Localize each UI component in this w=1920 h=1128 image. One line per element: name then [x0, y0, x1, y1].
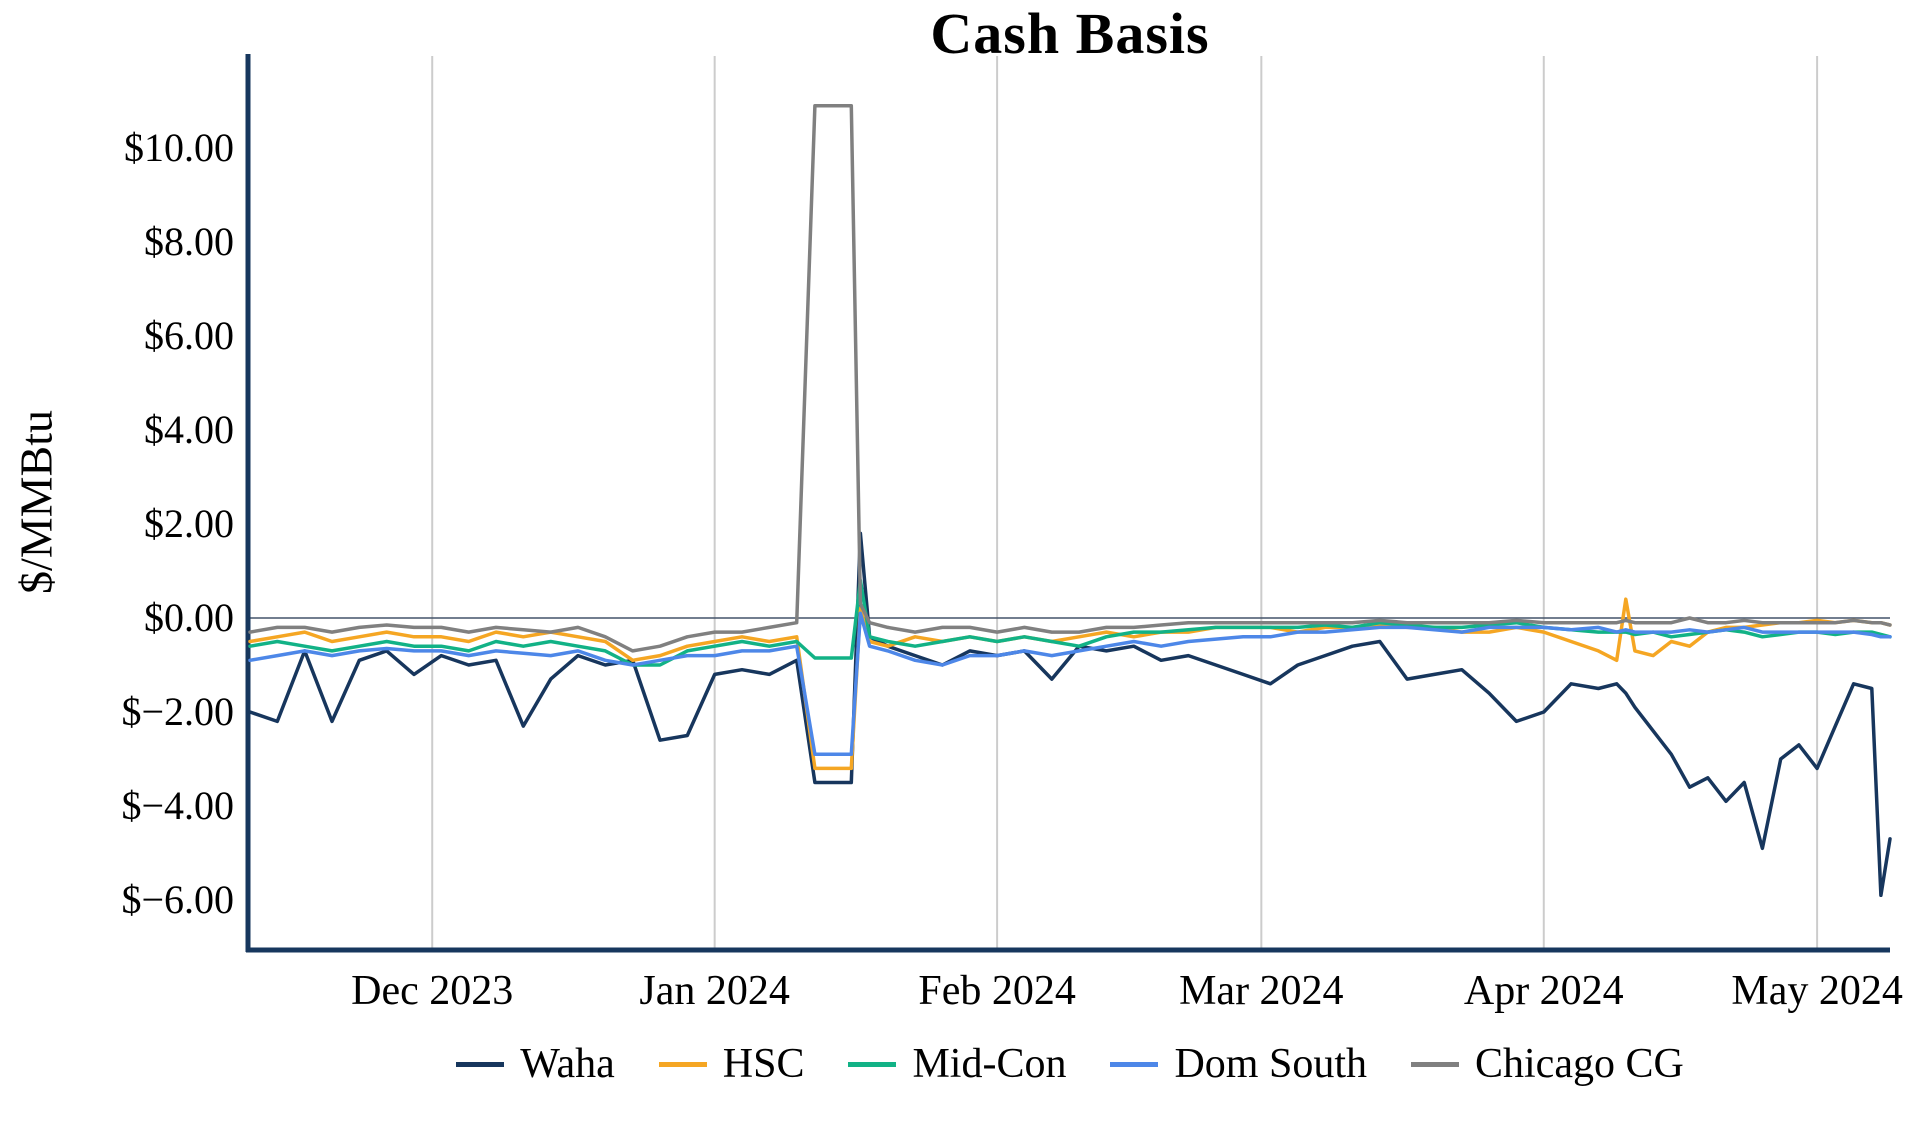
- x-tick-label: Mar 2024: [1179, 968, 1343, 1014]
- legend-swatch-dom-south: [1110, 1061, 1159, 1067]
- x-tick-label: May 2024: [1731, 968, 1903, 1014]
- legend-swatch-chicago-cg: [1411, 1061, 1459, 1067]
- legend-item-mid-con: Mid-Con: [848, 1040, 1066, 1088]
- legend-swatch-hsc: [658, 1061, 707, 1067]
- chart-title: Cash Basis: [930, 1, 1210, 66]
- legend-label-dom-south: Dom South: [1174, 1041, 1367, 1087]
- y-tick-label: $8.00: [144, 219, 234, 264]
- x-tick-label: Feb 2024: [918, 968, 1076, 1014]
- y-tick-label: $4.00: [144, 407, 234, 452]
- x-tick-label: Jan 2024: [639, 968, 790, 1014]
- legend-item-hsc: HSC: [658, 1040, 805, 1088]
- series-line-hsc: [248, 597, 1892, 771]
- legend-item-dom-south: Dom South: [1110, 1040, 1367, 1088]
- legend-item-chicago-cg: Chicago CG: [1411, 1040, 1684, 1088]
- legend-label-hsc: HSC: [722, 1041, 805, 1087]
- series-line-mid-con: [248, 578, 1892, 667]
- legend-swatch-mid-con: [848, 1061, 897, 1067]
- y-tick-label: $−6.00: [121, 877, 234, 922]
- legend: Waha HSC Mid-Con Dom South Chicago CG: [250, 1040, 1890, 1088]
- y-tick-label: $−2.00: [121, 689, 234, 734]
- series-line-waha: [248, 531, 1892, 898]
- y-tick-label: $0.00: [144, 595, 234, 640]
- legend-label-mid-con: Mid-Con: [912, 1041, 1067, 1087]
- y-tick-label: $10.00: [124, 125, 234, 170]
- x-tick-label: Apr 2024: [1464, 968, 1624, 1014]
- legend-swatch-waha: [456, 1061, 505, 1067]
- x-tick-label: Dec 2023: [351, 968, 513, 1014]
- legend-label-waha: Waha: [520, 1041, 615, 1087]
- series-line-chicago-cg: [248, 103, 1892, 653]
- y-tick-label: $2.00: [144, 501, 234, 546]
- y-tick-label: $−4.00: [121, 783, 234, 828]
- series-line-dom-south: [248, 611, 1892, 757]
- legend-item-waha: Waha: [456, 1040, 615, 1088]
- legend-label-chicago-cg: Chicago CG: [1475, 1041, 1684, 1087]
- y-tick-label: $6.00: [144, 313, 234, 358]
